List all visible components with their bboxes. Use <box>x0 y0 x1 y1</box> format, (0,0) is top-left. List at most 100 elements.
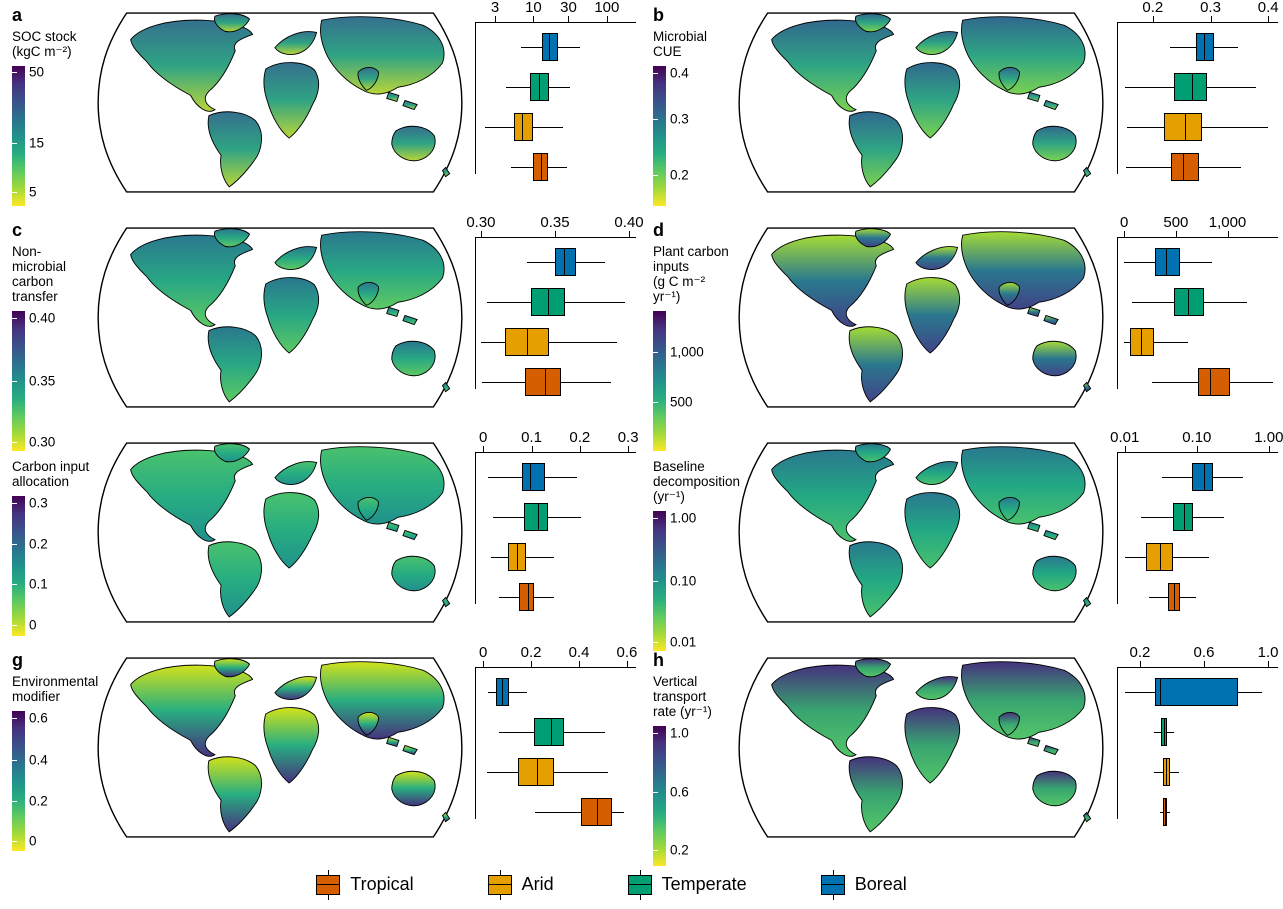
colorbar-tick <box>12 718 17 720</box>
median-temperate <box>1183 504 1185 530</box>
whisker-arid <box>480 342 618 343</box>
median-tropical <box>1183 154 1185 180</box>
panel-title: Environmental modifier <box>12 674 99 705</box>
axis-tick-label: 1,000 <box>1208 214 1247 231</box>
colorbar-tick <box>653 119 658 121</box>
axis-tick-label: 0 <box>1120 214 1129 231</box>
world-map-svg <box>96 442 463 623</box>
axis-tick-label: 0.35 <box>540 214 570 231</box>
box-boreal <box>1191 463 1214 491</box>
axis-tick-label: 0.3 <box>617 429 639 446</box>
legend-item-temperate: Temperate <box>627 869 747 900</box>
colorbar-gradient <box>12 66 25 207</box>
legend-label: Temperate <box>661 874 747 894</box>
colorbar-tick-label: 0.3 <box>29 495 48 511</box>
box-axis-spine <box>475 237 476 389</box>
box-boreal <box>1154 248 1180 276</box>
panel-letter: h <box>653 650 664 670</box>
colorbar-tick-label: 0.40 <box>29 310 56 326</box>
figure-panel: e Carbon input allocation 0.30.20.10 00.… <box>0 430 641 645</box>
axis-tick-label: 0.1 <box>521 429 542 446</box>
panel-info: a SOC stock (kgC m⁻²) 50 15 5 <box>0 0 94 212</box>
median-boreal <box>529 464 531 490</box>
box-axis-line <box>475 452 636 453</box>
boxplot: 0.30 0.35 0.40 <box>465 214 644 425</box>
colorbar-tick-label: 0 <box>29 833 37 849</box>
box-arid <box>504 328 550 356</box>
axis-tick-label: 0.40 <box>614 214 644 231</box>
axis-tick <box>1196 446 1198 452</box>
axis-tick-label: 0.3 <box>1200 0 1221 16</box>
median-temperate <box>1163 719 1165 745</box>
world-map-svg <box>738 12 1104 193</box>
panel-title: Carbon input allocation <box>12 459 90 490</box>
boxplot: 0.2 0.6 1.0 <box>1107 645 1283 855</box>
box-arid <box>1163 113 1202 141</box>
colorbar-tick-label: 0.1 <box>29 576 48 592</box>
colorbar-tick <box>653 402 658 404</box>
axis-tick-label: 0.10 <box>1182 429 1212 446</box>
box-axis-line <box>475 237 636 238</box>
legend-item-tropical: Tropical <box>316 869 414 900</box>
colorbar-tick <box>12 503 17 505</box>
axis-tick-label: 0.2 <box>1142 0 1164 16</box>
axis-tick <box>483 446 485 452</box>
colorbar-tick-label: 0 <box>29 617 37 633</box>
colorbar-tick-label: 0.01 <box>670 633 697 649</box>
colorbar-tick-label: 0.6 <box>29 710 48 726</box>
figure-panel: a SOC stock (kgC m⁻²) 50 15 5 3 10 30 100 <box>0 0 641 215</box>
colorbar-gradient <box>12 496 25 637</box>
world-map-svg <box>96 657 463 838</box>
continents <box>129 443 450 618</box>
box-axis-line <box>1117 237 1278 238</box>
axis-tick <box>531 446 533 452</box>
panel-letter: g <box>12 650 23 670</box>
colorbar-tick-label: 0.10 <box>670 573 697 589</box>
median-temperate <box>539 74 541 100</box>
axis-tick <box>554 231 556 237</box>
median-temperate <box>1192 74 1194 100</box>
colorbar-tick-label: 0.2 <box>670 841 689 857</box>
continents <box>771 443 1092 618</box>
axis-tick <box>1139 661 1141 667</box>
axis-tick-label: 1.0 <box>1257 644 1279 661</box>
panel-info: f Baseline decomposition (yr⁻¹) 1.000.10… <box>641 430 740 657</box>
world-map <box>735 215 1107 413</box>
axis-tick <box>629 231 631 237</box>
axis-tick-label: 0.6 <box>616 644 638 661</box>
colorbar-tick-label: 15 <box>29 135 45 151</box>
axis-tick <box>1124 446 1126 452</box>
colorbar: 1.0 0.6 0.2 <box>653 722 735 872</box>
legend-label: Tropical <box>350 874 414 894</box>
axis-tick <box>533 16 535 22</box>
panel-info: b Microbial CUE 0.4 0.3 0.2 <box>641 0 735 212</box>
colorbar-tick <box>653 641 658 643</box>
world-map <box>735 645 1107 843</box>
world-map-svg <box>738 657 1104 838</box>
legend-label: Arid <box>521 874 554 894</box>
box-temperate <box>1173 503 1193 531</box>
median-boreal <box>1159 679 1161 705</box>
axis-tick <box>480 231 482 237</box>
median-tropical <box>1164 799 1166 825</box>
colorbar: 0.6 0.4 0.2 0 <box>12 707 94 857</box>
whisker-tropical <box>535 812 624 813</box>
figure-panel: f Baseline decomposition (yr⁻¹) 1.000.10… <box>641 429 1283 652</box>
box-axis-line <box>1117 22 1278 23</box>
axis-tick-label: 0.4 <box>568 644 590 661</box>
axis-tick <box>579 661 581 667</box>
legend-box-icon <box>627 869 652 900</box>
panel-letter: b <box>653 5 664 25</box>
colorbar-tick <box>653 73 658 75</box>
box-axis-spine <box>1117 22 1118 174</box>
colorbar-tick-label: 0.3 <box>670 111 689 127</box>
colorbar-tick-label: 500 <box>670 394 693 410</box>
colorbar-tick <box>653 352 658 354</box>
axis-tick <box>1152 16 1154 22</box>
colorbar-tick-label: 0.6 <box>670 784 689 800</box>
box-temperate <box>1173 288 1205 316</box>
axis-tick <box>495 16 497 22</box>
panel-info: h Vertical transport rate (yr⁻¹) 1.0 0.6 0… <box>641 645 735 872</box>
colorbar: 50 15 5 <box>12 62 94 212</box>
